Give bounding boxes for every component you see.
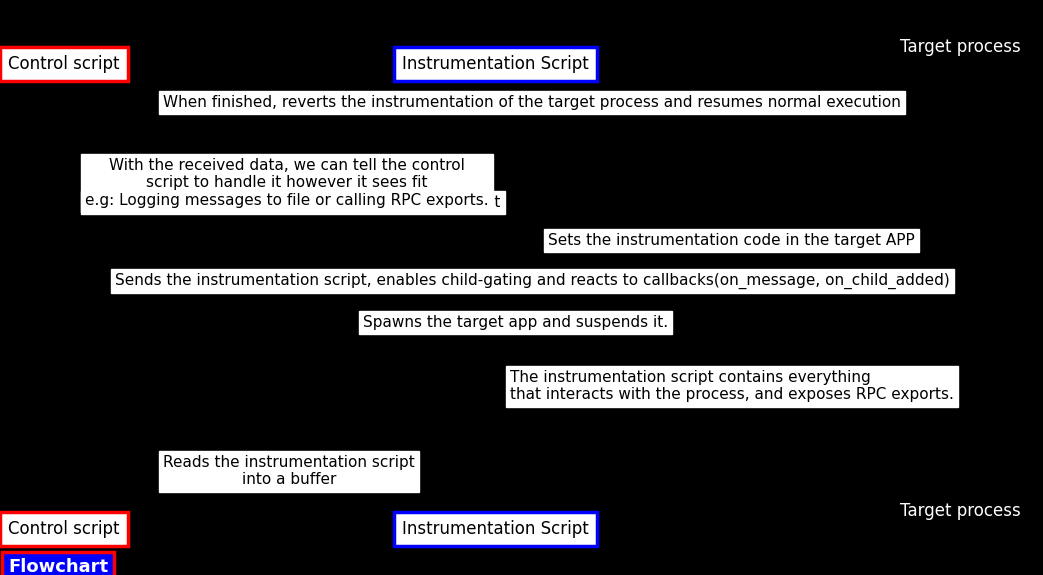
Text: Sends (if any) the generated data to the control script: Sends (if any) the generated data to the…	[84, 195, 501, 210]
Text: With the received data, we can tell the control
script to handle it however it s: With the received data, we can tell the …	[84, 158, 488, 208]
Text: The instrumentation script contains everything
that interacts with the process, : The instrumentation script contains ever…	[510, 370, 954, 402]
Text: Sends the instrumentation script, enables child-gating and reacts to callbacks(o: Sends the instrumentation script, enable…	[115, 273, 950, 289]
Text: When finished, reverts the instrumentation of the target process and resumes nor: When finished, reverts the instrumentati…	[163, 95, 901, 110]
Text: Control script: Control script	[8, 520, 120, 538]
Text: Target process: Target process	[900, 38, 1021, 56]
Text: Target process: Target process	[900, 502, 1021, 520]
Text: Instrumentation Script: Instrumentation Script	[402, 520, 588, 538]
Text: Instrumentation Script: Instrumentation Script	[402, 55, 588, 73]
Text: Spawns the target app and suspends it.: Spawns the target app and suspends it.	[363, 315, 669, 330]
Text: Reads the instrumentation script
into a buffer: Reads the instrumentation script into a …	[163, 455, 415, 488]
Text: Sets the instrumentation code in the target APP: Sets the instrumentation code in the tar…	[548, 233, 915, 248]
Text: Flowchart: Flowchart	[8, 558, 108, 575]
Text: Control script: Control script	[8, 55, 120, 73]
